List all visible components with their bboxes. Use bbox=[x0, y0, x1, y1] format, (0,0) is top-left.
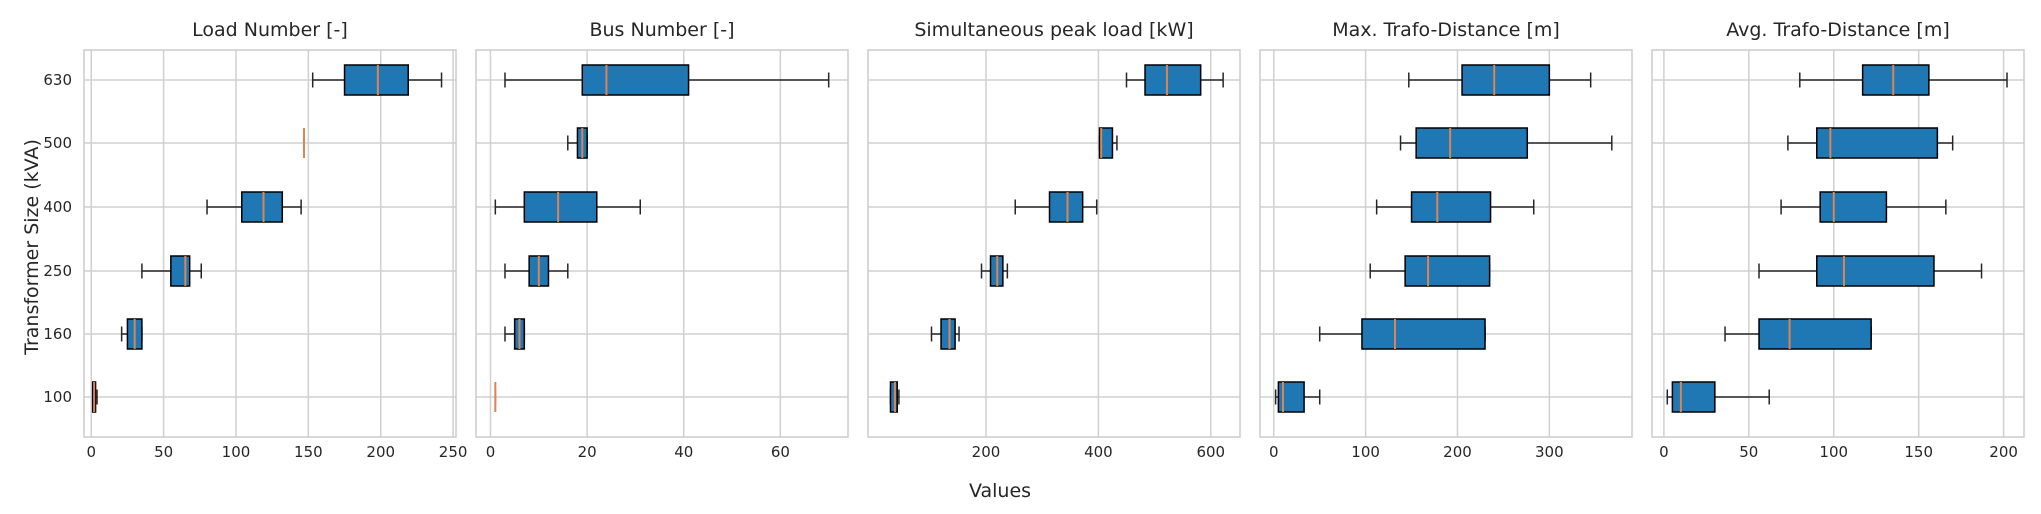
box-500 bbox=[1098, 127, 1118, 159]
x-tick-label: 50 bbox=[1739, 443, 1758, 461]
box-400 bbox=[494, 191, 642, 223]
x-tick-label: 20 bbox=[578, 443, 597, 461]
y-tick-label: 500 bbox=[43, 134, 72, 152]
box-body bbox=[1098, 127, 1114, 159]
box-body bbox=[1048, 191, 1084, 223]
x-tick-label: 400 bbox=[1084, 443, 1113, 461]
x-tick-label: 60 bbox=[771, 443, 790, 461]
x-tick-label: 40 bbox=[674, 443, 693, 461]
x-tick-label: 200 bbox=[1989, 443, 2018, 461]
x-tick-label: 200 bbox=[972, 443, 1001, 461]
box-250 bbox=[980, 255, 1009, 287]
y-tick-label: 400 bbox=[43, 198, 72, 216]
box-body bbox=[1816, 127, 1939, 159]
box-body bbox=[1671, 381, 1716, 413]
box-body bbox=[1758, 318, 1872, 350]
box-160 bbox=[1318, 318, 1486, 350]
x-axis-label: Values bbox=[969, 480, 1031, 502]
x-tick-label: 50 bbox=[154, 443, 173, 461]
x-tick-label: 150 bbox=[1904, 443, 1933, 461]
x-tick-label: 100 bbox=[1819, 443, 1848, 461]
box-body bbox=[940, 318, 956, 350]
y-tick-label: 630 bbox=[43, 71, 72, 89]
panel-title: Simultaneous peak load [kW] bbox=[914, 19, 1193, 41]
x-tick-label: 100 bbox=[1351, 443, 1380, 461]
x-tick-label: 0 bbox=[1659, 443, 1669, 461]
x-tick-label: 0 bbox=[486, 443, 496, 461]
box-160 bbox=[120, 318, 143, 350]
box-630 bbox=[504, 64, 830, 96]
box-body bbox=[1415, 127, 1529, 159]
box-100 bbox=[1666, 381, 1770, 413]
panel: 0 50 100 150 200 Avg. Trafo-Distance [m] bbox=[1651, 19, 2025, 461]
box-body bbox=[581, 64, 690, 96]
panel-title: Load Number [-] bbox=[192, 19, 348, 41]
box-body bbox=[1816, 255, 1935, 287]
x-tick-label: 600 bbox=[1196, 443, 1225, 461]
box-body bbox=[1861, 64, 1930, 96]
box-250 bbox=[504, 255, 569, 287]
box-160 bbox=[930, 318, 960, 350]
panel-frame bbox=[1651, 49, 2025, 438]
box-400 bbox=[1780, 191, 1947, 223]
panel-frame bbox=[867, 49, 1241, 438]
panel: 0 50 100 150 200 250 Load Number [-] bbox=[83, 19, 468, 461]
y-axis-label: Transformer Size (kVA) bbox=[21, 139, 43, 356]
box-body bbox=[1461, 64, 1551, 96]
y-tick-label: 250 bbox=[43, 262, 72, 280]
box-body bbox=[1144, 64, 1202, 96]
box-500 bbox=[1399, 127, 1613, 159]
box-630 bbox=[1125, 64, 1224, 96]
x-tick-label: 150 bbox=[294, 443, 323, 461]
box-400 bbox=[1014, 191, 1098, 223]
x-tick-label: 300 bbox=[1535, 443, 1564, 461]
y-tick-label: 160 bbox=[43, 325, 72, 343]
box-400 bbox=[206, 191, 302, 223]
box-body bbox=[343, 64, 409, 96]
panel-title: Bus Number [-] bbox=[589, 19, 734, 41]
x-tick-label: 100 bbox=[222, 443, 251, 461]
box-160 bbox=[504, 318, 526, 350]
x-tick-label: 0 bbox=[86, 443, 96, 461]
box-body bbox=[1404, 255, 1491, 287]
panel-frame bbox=[475, 49, 849, 438]
box-250 bbox=[141, 255, 202, 287]
x-tick-label: 200 bbox=[1443, 443, 1472, 461]
x-tick-label: 200 bbox=[366, 443, 395, 461]
panel-frame bbox=[83, 49, 457, 438]
box-500 bbox=[1787, 127, 1954, 159]
x-tick-label: 0 bbox=[1269, 443, 1279, 461]
box-500 bbox=[567, 127, 588, 159]
box-400 bbox=[1375, 191, 1535, 223]
panel-frame bbox=[1259, 49, 1633, 438]
box-body bbox=[1410, 191, 1492, 223]
box-630 bbox=[311, 64, 443, 96]
panel: 0 20 40 60 Bus Number [-] bbox=[475, 19, 849, 461]
box-body bbox=[170, 255, 191, 287]
box-100 bbox=[889, 381, 900, 413]
box-630 bbox=[1408, 64, 1592, 96]
panel: 200 400 600 Simultaneous peak load [kW] bbox=[867, 19, 1241, 461]
box-160 bbox=[1724, 318, 1872, 350]
box-body bbox=[1819, 191, 1888, 223]
box-body bbox=[523, 191, 598, 223]
box-100 bbox=[1274, 381, 1321, 413]
box-100 bbox=[91, 381, 98, 413]
box-250 bbox=[1369, 255, 1491, 287]
panel-title: Avg. Trafo-Distance [m] bbox=[1726, 19, 1950, 41]
panel: 0 100 200 300 Max. Trafo-Distance [m] bbox=[1259, 19, 1633, 461]
panel-title: Max. Trafo-Distance [m] bbox=[1332, 19, 1560, 41]
x-tick-label: 250 bbox=[439, 443, 468, 461]
box-630 bbox=[1799, 64, 2008, 96]
y-tick-label: 100 bbox=[43, 388, 72, 406]
box-body bbox=[889, 381, 898, 413]
box-250 bbox=[1758, 255, 1983, 287]
box-body bbox=[1361, 318, 1486, 350]
box-body bbox=[241, 191, 284, 223]
